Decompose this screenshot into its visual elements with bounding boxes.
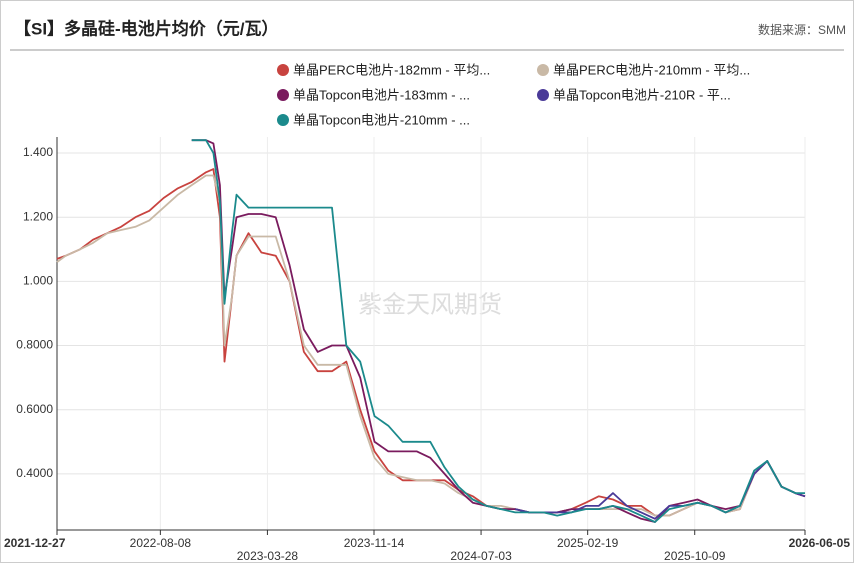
series-line	[56, 174, 806, 517]
x-tick-label: 2021-12-27	[4, 536, 66, 550]
legend-label: 单晶Topcon电池片-210mm - ...	[293, 112, 470, 127]
legend-label: 单晶PERC电池片-210mm - 平均...	[553, 62, 750, 77]
x-tick-label: 2026-06-05	[789, 536, 851, 550]
legend-marker	[277, 114, 289, 126]
y-tick-label: 0.4000	[16, 466, 53, 480]
chart-title: 【SI】多晶硅-电池片均价（元/瓦）	[14, 18, 278, 38]
legend-marker	[537, 64, 549, 76]
series-line	[191, 139, 806, 523]
x-tick-label: 2025-02-19	[557, 536, 619, 550]
legend-label: 单晶Topcon电池片-210R - 平...	[553, 87, 731, 102]
watermark: 紫金天风期货	[358, 291, 502, 318]
y-tick-label: 1.200	[23, 209, 53, 223]
legend-marker	[537, 89, 549, 101]
source: 数据来源：SMM	[758, 22, 846, 37]
x-tick-label: 2024-07-03	[450, 549, 512, 563]
series-line	[191, 139, 805, 523]
legend-marker	[277, 64, 289, 76]
x-tick-label: 2025-10-09	[664, 549, 726, 563]
y-tick-label: 1.400	[23, 145, 53, 159]
legend-marker	[277, 89, 289, 101]
x-tick-label: 2023-11-14	[344, 536, 405, 550]
series-line	[514, 460, 806, 520]
x-tick-label: 2023-03-28	[237, 549, 299, 563]
y-tick-label: 1.000	[23, 274, 53, 288]
x-tick-label: 2022-08-08	[130, 536, 192, 550]
y-tick-label: 0.8000	[16, 338, 53, 352]
y-tick-label: 0.6000	[16, 402, 53, 416]
legend-label: 单晶Topcon电池片-183mm - ...	[293, 87, 470, 102]
legend-label: 单晶PERC电池片-182mm - 平均...	[293, 62, 490, 77]
